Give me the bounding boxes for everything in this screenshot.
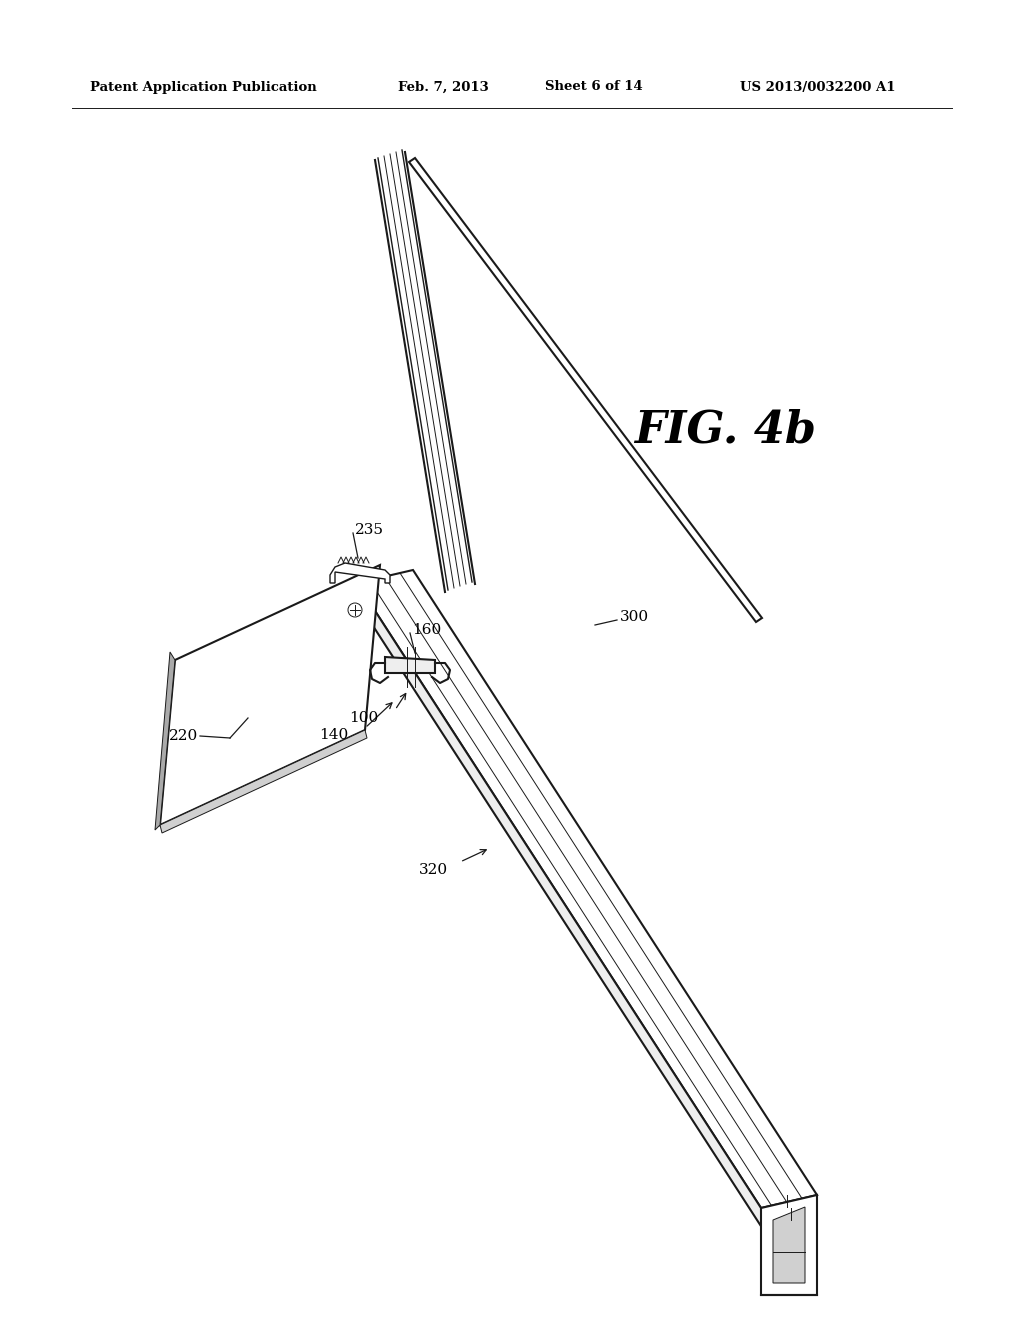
Text: Sheet 6 of 14: Sheet 6 of 14 (545, 81, 643, 94)
Text: US 2013/0032200 A1: US 2013/0032200 A1 (740, 81, 896, 94)
Circle shape (348, 603, 362, 616)
Polygon shape (155, 652, 175, 830)
Polygon shape (160, 730, 367, 833)
Polygon shape (160, 565, 380, 825)
Text: 140: 140 (318, 729, 348, 742)
Text: 320: 320 (419, 863, 449, 876)
Text: 235: 235 (355, 523, 384, 537)
Text: FIG. 4b: FIG. 4b (634, 408, 816, 451)
Text: 300: 300 (620, 610, 649, 624)
Polygon shape (409, 158, 762, 622)
Polygon shape (761, 1195, 817, 1295)
Polygon shape (357, 583, 768, 1237)
Text: 220: 220 (169, 729, 198, 743)
Text: Feb. 7, 2013: Feb. 7, 2013 (398, 81, 488, 94)
Polygon shape (330, 564, 390, 583)
Text: 160: 160 (412, 623, 441, 638)
Text: 100: 100 (349, 711, 378, 725)
Polygon shape (773, 1206, 805, 1283)
Polygon shape (385, 657, 435, 673)
Polygon shape (357, 570, 817, 1208)
Text: Patent Application Publication: Patent Application Publication (90, 81, 316, 94)
